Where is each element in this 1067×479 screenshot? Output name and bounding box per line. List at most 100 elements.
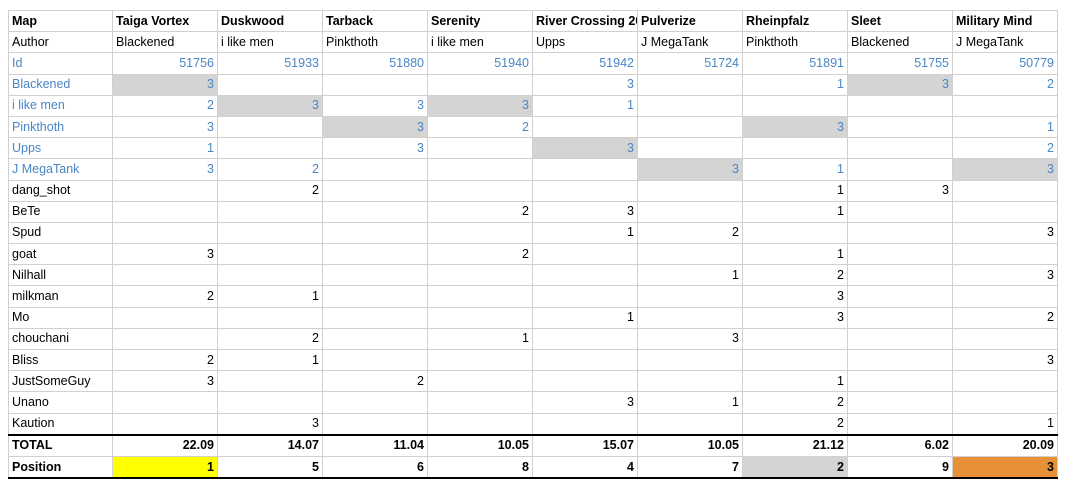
vote-cell[interactable]: 1 bbox=[742, 179, 848, 202]
vote-cell[interactable] bbox=[847, 94, 953, 117]
vote-cell[interactable] bbox=[847, 412, 953, 436]
vote-cell[interactable] bbox=[427, 285, 533, 308]
vote-cell[interactable]: 3 bbox=[217, 94, 323, 117]
vote-cell[interactable]: 1 bbox=[742, 370, 848, 393]
vote-cell[interactable]: 3 bbox=[637, 327, 743, 351]
vote-cell[interactable] bbox=[427, 370, 533, 393]
vote-cell[interactable]: 2 bbox=[742, 264, 848, 287]
vote-cell[interactable] bbox=[952, 370, 1058, 393]
vote-cell[interactable] bbox=[847, 306, 953, 329]
vote-cell[interactable]: 3 bbox=[112, 370, 218, 393]
vote-cell[interactable] bbox=[637, 348, 743, 372]
map-author-cell[interactable]: Blackened bbox=[112, 31, 218, 54]
vote-cell[interactable] bbox=[322, 73, 428, 96]
vote-cell[interactable] bbox=[532, 264, 638, 287]
voter-name-cell[interactable]: Nilhall bbox=[8, 264, 113, 287]
vote-cell[interactable]: 3 bbox=[322, 137, 428, 160]
map-id-cell[interactable]: 50779 bbox=[952, 52, 1058, 75]
vote-cell[interactable] bbox=[112, 264, 218, 287]
vote-cell[interactable]: 3 bbox=[952, 158, 1058, 181]
vote-cell[interactable]: 3 bbox=[532, 137, 638, 160]
vote-cell[interactable] bbox=[847, 370, 953, 393]
row-label-map[interactable]: Map bbox=[8, 9, 113, 33]
vote-cell[interactable] bbox=[952, 94, 1058, 117]
vote-cell[interactable] bbox=[217, 73, 323, 96]
vote-cell[interactable] bbox=[637, 179, 743, 202]
total-score-cell[interactable]: 14.07 bbox=[217, 433, 323, 457]
vote-cell[interactable]: 2 bbox=[112, 285, 218, 308]
voter-name-cell[interactable]: Spud bbox=[8, 221, 113, 245]
position-cell[interactable]: 4 bbox=[532, 455, 638, 479]
vote-cell[interactable]: 1 bbox=[532, 221, 638, 245]
voter-name-cell[interactable]: Upps bbox=[8, 137, 113, 160]
vote-cell[interactable] bbox=[427, 158, 533, 181]
position-cell[interactable]: 8 bbox=[427, 455, 533, 479]
vote-cell[interactable] bbox=[427, 179, 533, 202]
vote-cell[interactable]: 2 bbox=[217, 179, 323, 202]
map-id-cell[interactable]: 51756 bbox=[112, 52, 218, 75]
vote-cell[interactable]: 3 bbox=[952, 264, 1058, 287]
vote-cell[interactable] bbox=[427, 306, 533, 329]
vote-cell[interactable] bbox=[847, 221, 953, 245]
vote-cell[interactable] bbox=[322, 306, 428, 329]
vote-cell[interactable]: 3 bbox=[742, 306, 848, 329]
vote-cell[interactable] bbox=[637, 412, 743, 436]
vote-cell[interactable] bbox=[217, 370, 323, 393]
voter-name-cell[interactable]: i like men bbox=[8, 94, 113, 117]
vote-cell[interactable]: 2 bbox=[427, 243, 533, 266]
vote-cell[interactable]: 2 bbox=[217, 158, 323, 181]
vote-cell[interactable] bbox=[322, 221, 428, 245]
map-author-cell[interactable]: J MegaTank bbox=[637, 31, 743, 54]
vote-cell[interactable] bbox=[847, 264, 953, 287]
position-cell[interactable]: 3 bbox=[952, 455, 1058, 479]
vote-cell[interactable] bbox=[637, 73, 743, 96]
voter-name-cell[interactable]: Unano bbox=[8, 391, 113, 414]
vote-cell[interactable] bbox=[847, 391, 953, 414]
vote-cell[interactable]: 1 bbox=[952, 412, 1058, 436]
vote-cell[interactable] bbox=[322, 264, 428, 287]
position-cell[interactable]: 5 bbox=[217, 455, 323, 479]
map-id-cell[interactable]: 51755 bbox=[847, 52, 953, 75]
total-score-cell[interactable]: 20.09 bbox=[952, 433, 1058, 457]
vote-cell[interactable] bbox=[847, 115, 953, 139]
vote-cell[interactable] bbox=[532, 179, 638, 202]
vote-cell[interactable]: 3 bbox=[532, 391, 638, 414]
map-author-cell[interactable]: J MegaTank bbox=[952, 31, 1058, 54]
total-score-cell[interactable]: 21.12 bbox=[742, 433, 848, 457]
vote-cell[interactable]: 2 bbox=[952, 73, 1058, 96]
total-score-cell[interactable]: 10.05 bbox=[637, 433, 743, 457]
vote-cell[interactable]: 3 bbox=[112, 73, 218, 96]
vote-cell[interactable]: 2 bbox=[217, 327, 323, 351]
vote-cell[interactable] bbox=[322, 179, 428, 202]
row-label-id[interactable]: Id bbox=[8, 52, 113, 75]
map-id-cell[interactable]: 51940 bbox=[427, 52, 533, 75]
vote-cell[interactable]: 3 bbox=[847, 73, 953, 96]
vote-cell[interactable] bbox=[847, 243, 953, 266]
vote-cell[interactable]: 1 bbox=[217, 285, 323, 308]
vote-cell[interactable]: 3 bbox=[847, 179, 953, 202]
vote-cell[interactable]: 1 bbox=[742, 243, 848, 266]
vote-cell[interactable]: 1 bbox=[742, 73, 848, 96]
vote-cell[interactable] bbox=[322, 158, 428, 181]
vote-cell[interactable] bbox=[217, 200, 323, 223]
voter-name-cell[interactable]: goat bbox=[8, 243, 113, 266]
vote-cell[interactable]: 3 bbox=[322, 94, 428, 117]
vote-cell[interactable]: 3 bbox=[742, 115, 848, 139]
vote-cell[interactable]: 1 bbox=[217, 348, 323, 372]
total-score-cell[interactable]: 11.04 bbox=[322, 433, 428, 457]
map-author-cell[interactable]: i like men bbox=[427, 31, 533, 54]
vote-cell[interactable] bbox=[532, 115, 638, 139]
vote-cell[interactable]: 2 bbox=[742, 391, 848, 414]
vote-cell[interactable] bbox=[637, 200, 743, 223]
vote-cell[interactable] bbox=[427, 264, 533, 287]
vote-cell[interactable] bbox=[952, 327, 1058, 351]
vote-cell[interactable] bbox=[742, 221, 848, 245]
total-score-cell[interactable]: 6.02 bbox=[847, 433, 953, 457]
total-score-cell[interactable]: 10.05 bbox=[427, 433, 533, 457]
map-author-cell[interactable]: Pinkthoth bbox=[742, 31, 848, 54]
vote-cell[interactable] bbox=[952, 391, 1058, 414]
vote-cell[interactable] bbox=[322, 391, 428, 414]
vote-cell[interactable] bbox=[427, 348, 533, 372]
vote-cell[interactable]: 2 bbox=[952, 306, 1058, 329]
vote-cell[interactable] bbox=[532, 158, 638, 181]
